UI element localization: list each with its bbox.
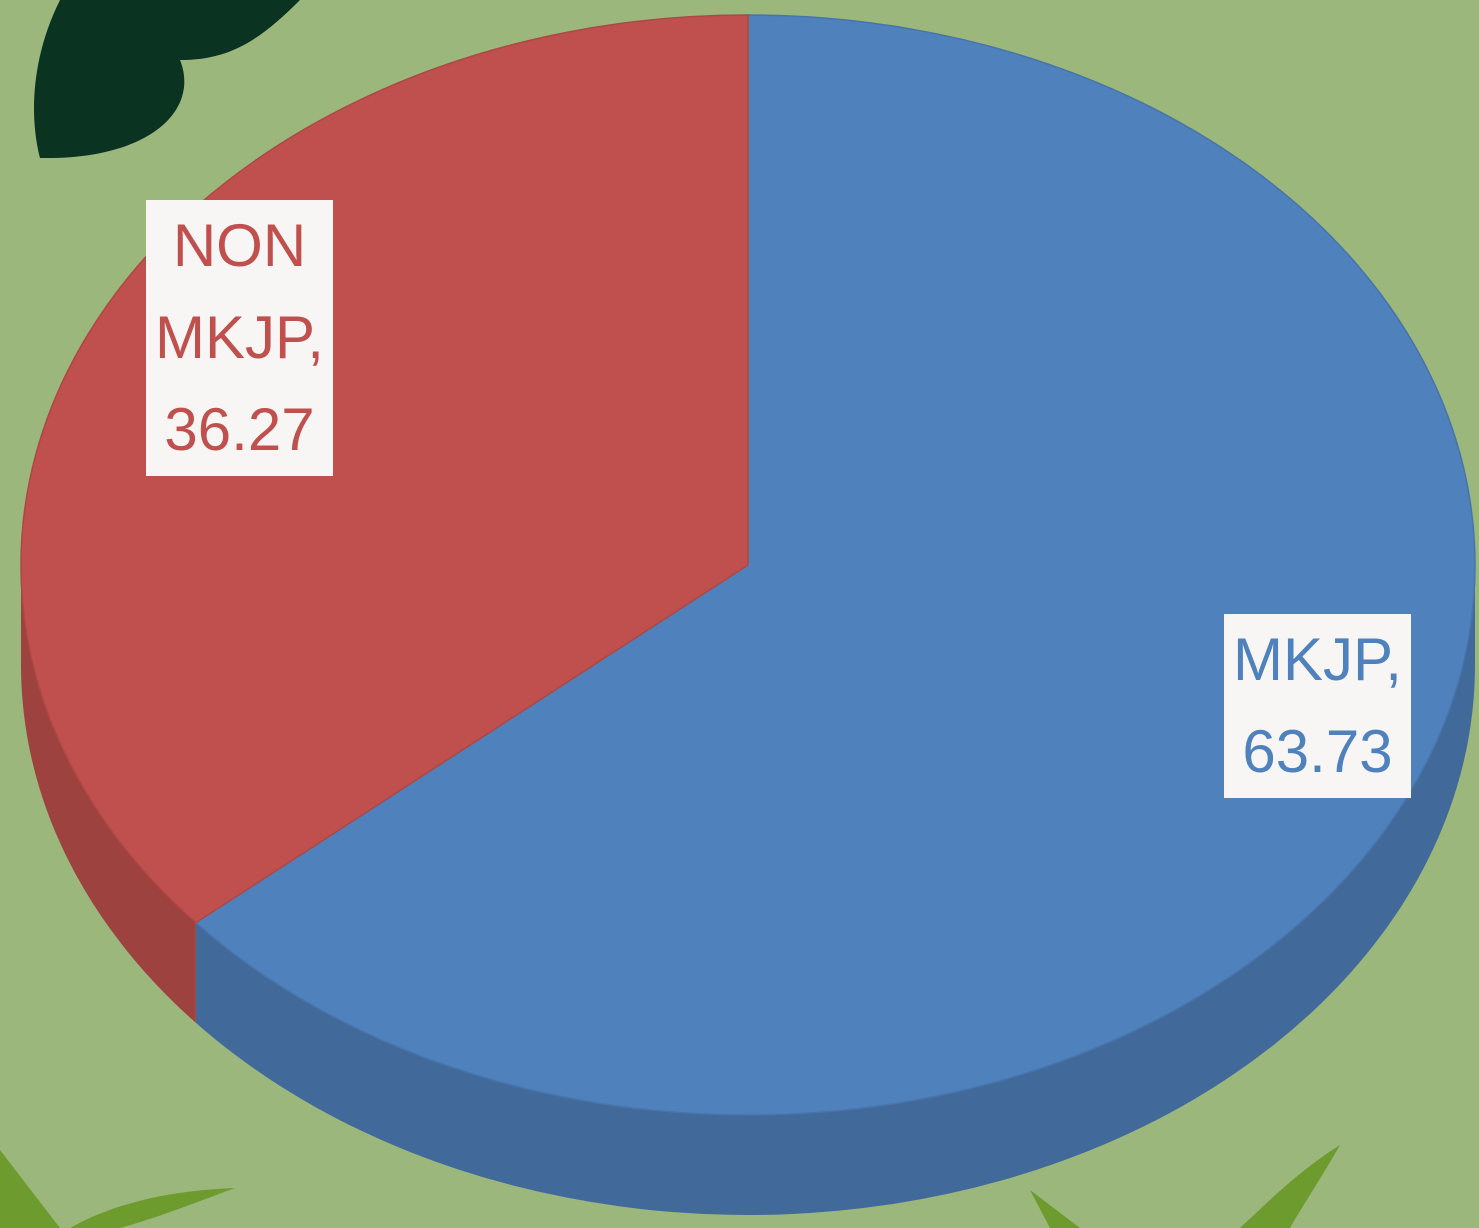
leaf xyxy=(1030,1190,1080,1228)
decoration xyxy=(0,0,1340,1228)
data-label: MKJP, 63.73 xyxy=(1224,614,1411,798)
slice-side xyxy=(195,565,1476,1215)
data-label: NON MKJP, 36.27 xyxy=(146,200,333,476)
leaf xyxy=(70,1188,235,1228)
leaf xyxy=(0,0,300,159)
leaf xyxy=(0,1150,60,1228)
leaf xyxy=(1240,1145,1340,1228)
slice-side xyxy=(21,565,196,1023)
